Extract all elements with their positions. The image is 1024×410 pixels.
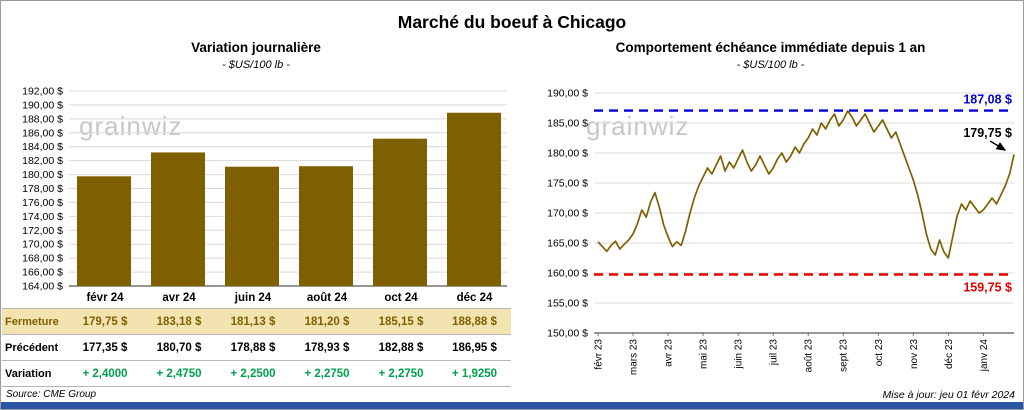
y-tick-label: 180,00 $	[547, 148, 588, 160]
price-series-line	[597, 110, 1015, 259]
yearly-trend-title: Comportement échéance immédiate depuis 1…	[615, 40, 926, 55]
x-axis-label: sept 23	[839, 339, 850, 372]
y-tick-label: 185,00 $	[547, 118, 588, 130]
y-tick-label: 172,00 $	[22, 225, 63, 237]
high-value-label: 187,08 $	[963, 93, 1012, 107]
fermeture-value-août 24: 181,20 $	[290, 308, 364, 335]
precedent-value-févr 24: 177,35 $	[68, 334, 142, 361]
column-header-févr 24: févr 24	[86, 292, 124, 304]
source-note: Source: CME Group	[6, 389, 97, 400]
daily-variation-title: Variation journalière	[191, 40, 321, 55]
y-tick-label: 164,00 $	[22, 281, 63, 292]
y-tick-label: 174,00 $	[22, 211, 63, 223]
variation-row: Variation + 2,4000 + 2,4750 + 2,2500 + 2,275…	[2, 360, 511, 387]
quotes-table: févr 24 avr 24 juin 24 août 24 oct 24 déc 24 F…	[2, 288, 511, 387]
line-chart: 150,00 $ 155,00 $ 160,00 $ 165,00 $ 170,00 $…	[547, 88, 1015, 376]
last-value-arrow	[989, 140, 1007, 151]
y-tick-label: 155,00 $	[547, 298, 588, 310]
x-axis-label: août 23	[804, 339, 815, 373]
column-header-juin 24: juin 24	[234, 292, 272, 304]
bar-juin 24	[225, 166, 279, 286]
y-tick-label: 180,00 $	[22, 169, 63, 181]
fermeture-value-oct 24: 185,15 $	[364, 308, 438, 335]
updated-note: Mise à jour: jeu 01 févr 2024	[882, 389, 1016, 401]
y-tick-label: 170,00 $	[22, 239, 63, 251]
y-tick-label: 175,00 $	[547, 178, 588, 190]
fermeture-value-déc 24: 188,88 $	[438, 308, 511, 335]
precedent-row-label: Précédent	[2, 334, 68, 361]
bar-chart: 164,00 $ 166,00 $ 168,00 $ 170,00 $ 172,00 $…	[22, 86, 507, 292]
y-tick-label: 170,00 $	[547, 208, 588, 220]
daily-variation-units: - $US/100 lb -	[222, 59, 290, 71]
column-header-déc 24: déc 24	[456, 292, 493, 304]
y-tick-label: 150,00 $	[547, 328, 588, 340]
low-value-label: 159,75 $	[963, 281, 1012, 295]
column-header-oct 24: oct 24	[384, 292, 418, 304]
fermeture-row-label: Fermeture	[2, 308, 68, 335]
y-tick-label: 178,00 $	[22, 183, 63, 195]
x-axis-label: déc 23	[944, 339, 955, 369]
variation-value-juin 24: + 2,2500	[216, 360, 290, 387]
x-axis-label: nov 23	[909, 339, 920, 369]
fermeture-row: Fermeture 179,75 $183,18 $181,13 $181,20 …	[2, 308, 511, 335]
y-tick-label: 182,00 $	[22, 155, 63, 167]
last-value-label: 179,75 $	[963, 126, 1012, 140]
bar-avr 24	[151, 152, 205, 286]
variation-value-août 24: + 2,2750	[290, 360, 364, 387]
y-tick-label: 190,00 $	[547, 88, 588, 100]
y-tick-label: 166,00 $	[22, 267, 63, 279]
x-axis-label: mars 23	[629, 339, 640, 376]
precedent-row: Précédent 177,35 $180,70 $178,88 $178,93 …	[2, 334, 511, 361]
variation-value-oct 24: + 2,2750	[364, 360, 438, 387]
variation-value-avr 24: + 2,4750	[142, 360, 216, 387]
variation-value-déc 24: + 1,9250	[438, 360, 511, 387]
fermeture-value-avr 24: 183,18 $	[142, 308, 216, 335]
y-tick-label: 165,00 $	[547, 238, 588, 250]
fermeture-value-juin 24: 181,13 $	[216, 308, 290, 335]
precedent-value-août 24: 178,93 $	[290, 334, 364, 361]
x-axis-label: janv 24	[979, 339, 990, 373]
y-tick-label: 160,00 $	[547, 268, 588, 280]
x-axis-label: févr 23	[594, 339, 605, 370]
variation-row-label: Variation	[2, 360, 68, 387]
bar-déc 24	[447, 112, 501, 286]
x-axis-label: avr 23	[664, 339, 675, 367]
contract-months-row: févr 24 avr 24 juin 24 août 24 oct 24 déc 24	[2, 288, 511, 309]
y-tick-label: 176,00 $	[22, 197, 63, 209]
bar-août 24	[299, 166, 353, 286]
column-header-août 24: août 24	[306, 292, 348, 304]
precedent-value-juin 24: 178,88 $	[216, 334, 290, 361]
precedent-value-oct 24: 182,88 $	[364, 334, 438, 361]
fermeture-value-févr 24: 179,75 $	[68, 308, 142, 335]
x-axis-label: juin 23	[734, 339, 745, 370]
yearly-trend-units: - $US/100 lb -	[736, 59, 805, 71]
page-title: Marché du boeuf à Chicago	[397, 12, 627, 32]
y-tick-label: 168,00 $	[22, 253, 63, 265]
bar-oct 24	[373, 138, 427, 286]
x-axis-label: oct 23	[874, 339, 885, 367]
precedent-value-déc 24: 186,95 $	[438, 334, 511, 361]
y-tick-label: 192,00 $	[22, 86, 63, 98]
x-axis-label: mai 23	[699, 339, 710, 369]
y-tick-label: 188,00 $	[22, 113, 63, 125]
y-tick-label: 186,00 $	[22, 127, 63, 139]
variation-value-févr 24: + 2,4000	[68, 360, 142, 387]
corner-cell	[2, 288, 68, 309]
precedent-value-avr 24: 180,70 $	[142, 334, 216, 361]
y-tick-label: 190,00 $	[22, 99, 63, 111]
y-tick-label: 184,00 $	[22, 141, 63, 153]
bottom-accent-bar	[1, 402, 1023, 409]
x-axis-label: juil 23	[769, 339, 780, 367]
bar-févr 24	[77, 176, 131, 286]
column-header-avr 24: avr 24	[162, 292, 196, 304]
